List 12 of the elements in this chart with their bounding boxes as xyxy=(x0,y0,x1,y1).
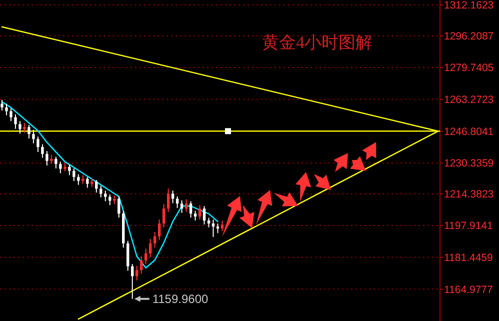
annotation: 1159.9600 xyxy=(152,292,209,306)
y-tick-label: 1197.9141 xyxy=(444,220,494,232)
y-tick-label: 1312.1623 xyxy=(444,0,494,12)
text: 黄金4小时图解 xyxy=(262,33,372,52)
y-tick-label: 1230.3359 xyxy=(444,158,494,170)
y-tick-label: 1164.9777 xyxy=(444,284,494,296)
y-tick-label: 1296.2087 xyxy=(444,30,494,42)
y-tick-label: 1214.3823 xyxy=(444,188,494,200)
y-tick-label: 1263.2723 xyxy=(444,94,494,106)
y-tick-label: 1246.8041 xyxy=(444,126,494,138)
y-tick-label: 1181.4459 xyxy=(444,252,494,264)
y-tick-label: 1279.7405 xyxy=(444,62,494,74)
